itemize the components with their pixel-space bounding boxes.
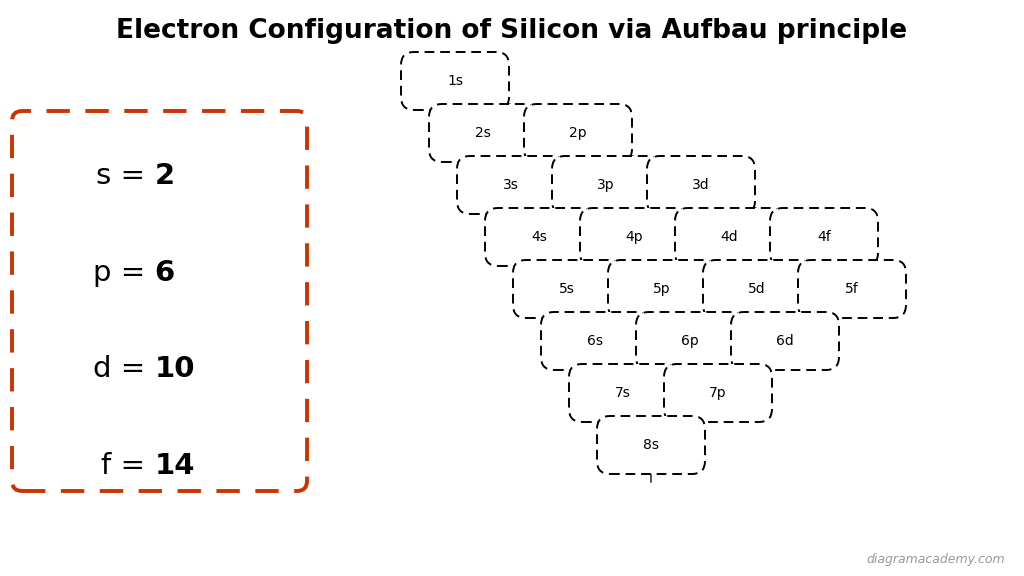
Text: 4d: 4d	[720, 230, 738, 244]
Text: p =: p =	[93, 259, 155, 287]
Text: 8s: 8s	[643, 438, 659, 452]
Text: diagramacademy.com: diagramacademy.com	[866, 553, 1005, 566]
FancyBboxPatch shape	[731, 312, 839, 370]
FancyBboxPatch shape	[664, 364, 772, 422]
FancyBboxPatch shape	[429, 104, 537, 162]
FancyBboxPatch shape	[485, 208, 593, 266]
FancyBboxPatch shape	[569, 364, 677, 422]
FancyBboxPatch shape	[524, 104, 632, 162]
Text: 5s: 5s	[559, 282, 574, 296]
Text: Diagramacademy.com: Diagramacademy.com	[496, 191, 705, 361]
Text: 5p: 5p	[653, 282, 671, 296]
Text: 4s: 4s	[531, 230, 547, 244]
FancyBboxPatch shape	[770, 208, 878, 266]
FancyBboxPatch shape	[552, 156, 660, 214]
Text: 2s: 2s	[475, 126, 490, 140]
Text: s =: s =	[96, 162, 155, 190]
FancyBboxPatch shape	[457, 156, 565, 214]
FancyBboxPatch shape	[703, 260, 811, 318]
FancyBboxPatch shape	[541, 312, 649, 370]
FancyBboxPatch shape	[401, 52, 509, 110]
FancyBboxPatch shape	[675, 208, 783, 266]
Text: 3s: 3s	[503, 178, 519, 192]
Text: 5d: 5d	[749, 282, 766, 296]
Text: 7p: 7p	[710, 386, 727, 400]
FancyBboxPatch shape	[798, 260, 906, 318]
Text: d =: d =	[93, 355, 155, 384]
Text: f =: f =	[101, 452, 155, 480]
Text: 4f: 4f	[817, 230, 830, 244]
Text: 14: 14	[155, 452, 195, 480]
Text: 6d: 6d	[776, 334, 794, 348]
Text: 4p: 4p	[626, 230, 643, 244]
Text: 6: 6	[155, 259, 175, 287]
Text: 6s: 6s	[587, 334, 603, 348]
FancyBboxPatch shape	[12, 111, 307, 491]
Text: 2: 2	[155, 162, 175, 190]
Text: 2p: 2p	[569, 126, 587, 140]
FancyBboxPatch shape	[608, 260, 716, 318]
Text: 3d: 3d	[692, 178, 710, 192]
Text: 1s: 1s	[447, 74, 463, 88]
Text: 5f: 5f	[845, 282, 859, 296]
Text: Electron Configuration of Silicon via Aufbau principle: Electron Configuration of Silicon via Au…	[117, 18, 907, 44]
FancyBboxPatch shape	[597, 416, 705, 474]
Text: 3p: 3p	[597, 178, 614, 192]
FancyBboxPatch shape	[513, 260, 621, 318]
Text: 6p: 6p	[681, 334, 698, 348]
FancyBboxPatch shape	[636, 312, 744, 370]
FancyBboxPatch shape	[647, 156, 755, 214]
FancyBboxPatch shape	[580, 208, 688, 266]
Text: 7s: 7s	[615, 386, 631, 400]
Text: 10: 10	[155, 355, 195, 384]
